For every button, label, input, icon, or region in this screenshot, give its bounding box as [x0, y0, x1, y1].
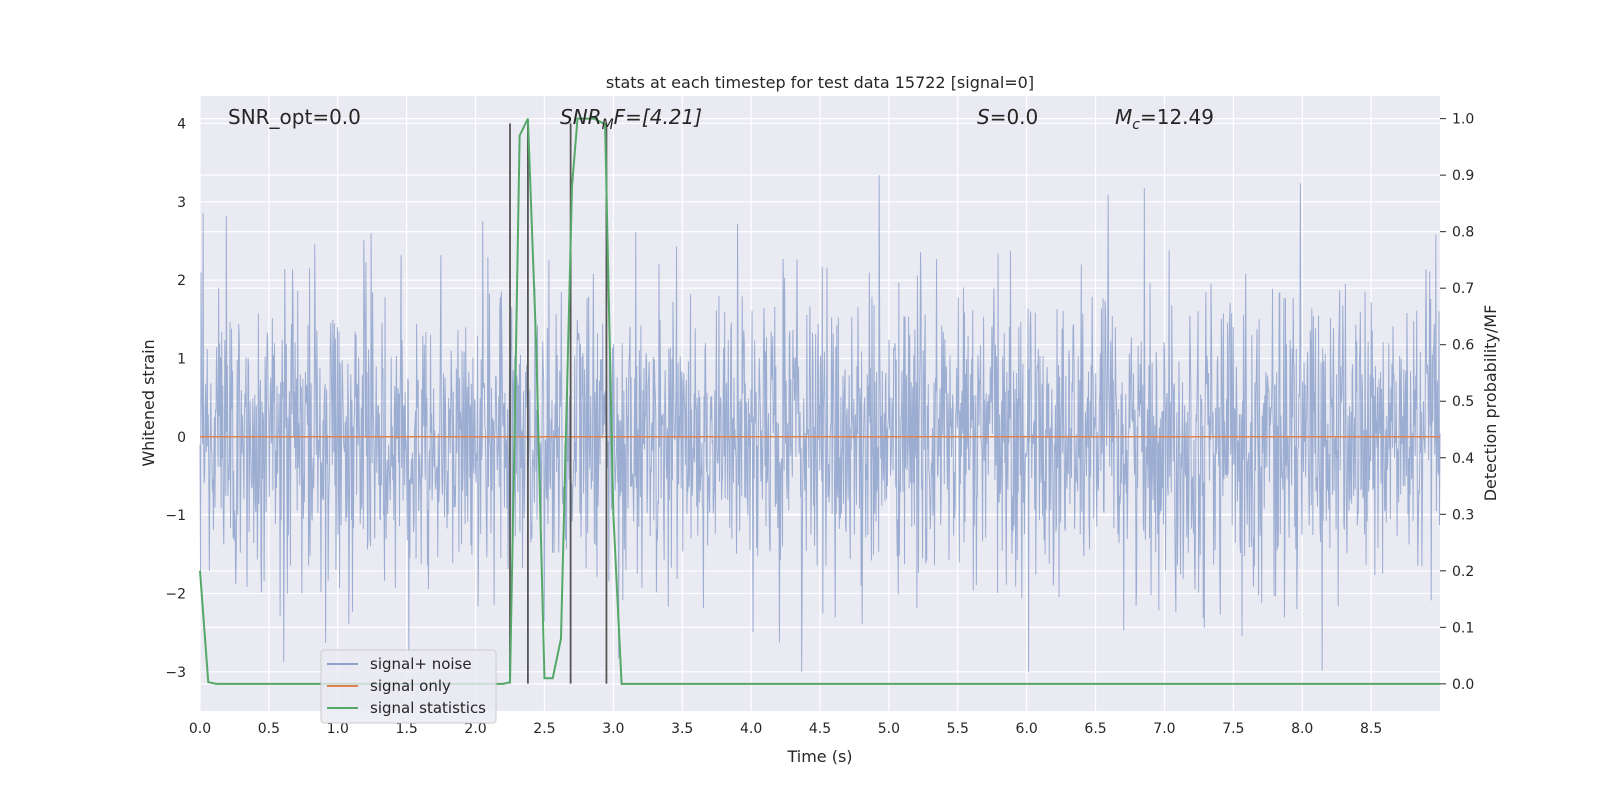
y-right-tick-label: 0.5 — [1452, 394, 1474, 410]
noise-trace — [199, 175, 1441, 672]
y-right-tick-label: 0.0 — [1452, 677, 1474, 693]
x-tick-label: 7.0 — [1153, 721, 1175, 737]
y-left-tick-label: −2 — [165, 586, 186, 602]
x-tick-label: 5.5 — [947, 721, 969, 737]
y-right-tick-label: 0.1 — [1452, 620, 1474, 636]
y-left-tick-label: 2 — [177, 273, 186, 289]
x-tick-label: 0.0 — [189, 721, 211, 737]
x-tick-label: 4.5 — [809, 721, 831, 737]
x-tick-label: 0.5 — [258, 721, 280, 737]
y-left-tick-label: 1 — [177, 351, 186, 367]
y-left-ticks: 4 3 2 1 0 −1 −2 −3 — [165, 116, 186, 680]
x-tick-label: 3.0 — [602, 721, 624, 737]
x-tick-label: 2.5 — [533, 721, 555, 737]
legend: signal+ noise signal only signal statist… — [320, 649, 497, 724]
legend-label-noise: signal+ noise — [370, 655, 472, 673]
y-left-tick-label: −1 — [165, 508, 186, 524]
x-ticks: 0.0 0.5 1.0 1.5 2.0 2.5 3.0 3.5 4.0 4.5 5.0 5.5 6.0 6… — [189, 721, 1382, 737]
y-right-tick-label: 0.4 — [1452, 451, 1474, 467]
x-tick-label: 8.0 — [1291, 721, 1313, 737]
x-tick-label: 3.5 — [671, 721, 693, 737]
annotation-s: S=0.0 — [977, 105, 1038, 129]
y-right-tick-label: 0.6 — [1452, 338, 1474, 354]
noise-series — [199, 175, 1441, 672]
annotation-snr-opt: SNR_opt=0.0 — [228, 105, 361, 129]
legend-label-statistics: signal statistics — [370, 699, 486, 717]
x-tick-label: 6.0 — [1016, 721, 1038, 737]
legend-box — [320, 649, 497, 724]
x-tick-label: 4.0 — [740, 721, 762, 737]
y-left-axis-label: Whitened strain — [139, 339, 158, 466]
x-tick-label: 8.5 — [1360, 721, 1382, 737]
y-left-tick-label: −3 — [165, 665, 186, 681]
y-right-ticks: 1.0 0.9 0.8 0.7 0.6 0.5 0.4 0.3 0.2 0.1 0.0 — [1440, 112, 1474, 693]
x-tick-label: 2.0 — [464, 721, 486, 737]
chart-title: stats at each timestep for test data 157… — [606, 73, 1034, 92]
x-tick-label: 7.5 — [1222, 721, 1244, 737]
y-right-axis-label: Detection probability/MF — [1481, 305, 1500, 502]
y-right-tick-label: 0.2 — [1452, 564, 1474, 580]
legend-label-signal: signal only — [370, 677, 451, 695]
x-tick-label: 5.0 — [878, 721, 900, 737]
x-tick-label: 6.5 — [1084, 721, 1106, 737]
annotation-mc: Mc=12.49 — [1115, 105, 1214, 133]
x-tick-label: 1.5 — [396, 721, 418, 737]
y-right-tick-label: 1.0 — [1452, 112, 1474, 128]
y-right-tick-label: 0.7 — [1452, 281, 1474, 297]
y-right-tick-label: 0.8 — [1452, 225, 1474, 241]
y-left-tick-label: 4 — [177, 116, 186, 132]
annotation-snr-mf: SNRMF=[4.21] — [560, 105, 702, 133]
y-right-tick-label: 0.9 — [1452, 168, 1474, 184]
y-right-tick-label: 0.3 — [1452, 507, 1474, 523]
y-left-tick-label: 0 — [177, 430, 186, 446]
x-axis-label: Time (s) — [786, 747, 852, 766]
x-tick-label: 1.0 — [327, 721, 349, 737]
y-left-tick-label: 3 — [177, 195, 186, 211]
